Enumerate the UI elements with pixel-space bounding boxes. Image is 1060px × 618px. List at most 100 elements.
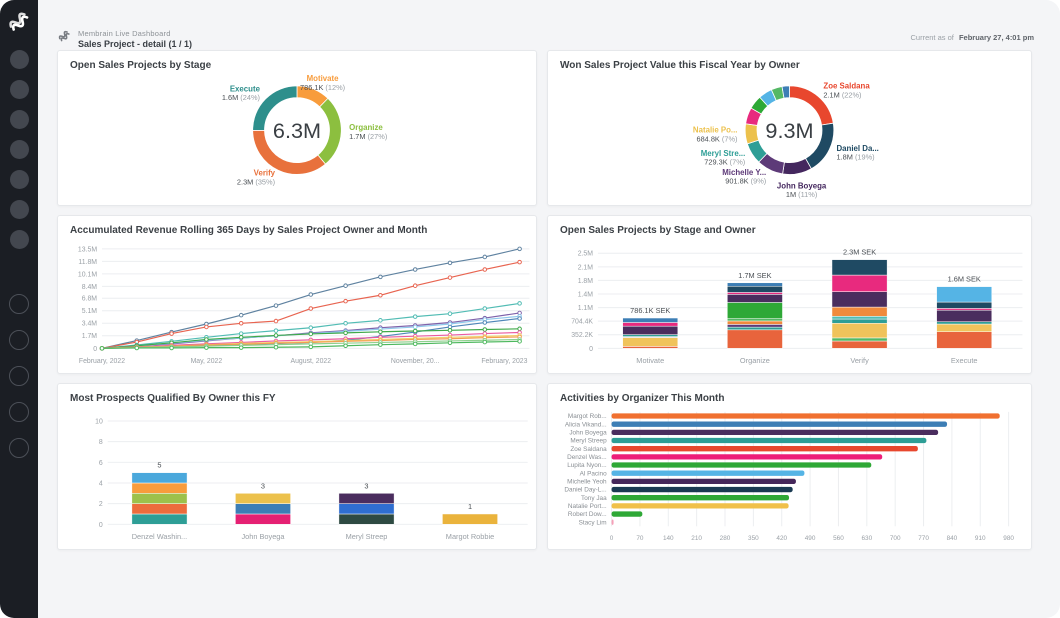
data-point[interactable] — [447, 311, 453, 316]
bar-segment[interactable] — [622, 325, 679, 335]
sidebar-nav-item-1[interactable] — [9, 49, 29, 69]
data-point[interactable] — [482, 267, 488, 272]
bar-segment[interactable] — [831, 337, 888, 342]
bar-segment[interactable] — [131, 493, 188, 504]
data-point[interactable] — [412, 341, 418, 347]
hbar-michelle-yeoh[interactable] — [611, 478, 796, 485]
membrain-logo-icon[interactable] — [0, 0, 38, 44]
data-point[interactable] — [204, 324, 209, 330]
bar-segment[interactable] — [831, 291, 888, 308]
bar-segment[interactable] — [936, 308, 993, 311]
bar-segment[interactable] — [831, 306, 888, 317]
data-point[interactable] — [238, 331, 244, 336]
data-point[interactable] — [517, 339, 522, 344]
data-point[interactable] — [343, 321, 348, 326]
donut-segment-john-boyega[interactable] — [782, 157, 812, 175]
sidebar-nav-item-5[interactable] — [9, 169, 29, 189]
bar-segment[interactable] — [338, 493, 395, 504]
data-point[interactable] — [517, 246, 522, 252]
hbar-alicia-vikand-[interactable] — [611, 421, 948, 427]
bar-segment[interactable] — [622, 322, 679, 327]
data-point[interactable] — [343, 283, 348, 288]
bar-segment[interactable] — [936, 331, 993, 349]
sidebar-nav-item-6[interactable] — [9, 199, 29, 219]
bar-segment[interactable] — [235, 513, 291, 525]
donut-segment-execute[interactable] — [252, 85, 298, 131]
bar-segment[interactable] — [338, 503, 395, 515]
data-point[interactable] — [412, 314, 418, 319]
bar-segment[interactable] — [622, 337, 679, 347]
data-point[interactable] — [169, 331, 174, 336]
bar-segment[interactable] — [831, 259, 888, 276]
data-point[interactable] — [378, 342, 383, 347]
data-point[interactable] — [238, 312, 244, 318]
data-point[interactable] — [482, 320, 488, 325]
stacked-bar-chart-most-prospects[interactable]: 10 8 6 4 2 0 5 Denzel Washin... 3 John Boyega 3 Mer… — [58, 407, 536, 546]
data-point[interactable] — [273, 303, 279, 308]
bar-segment[interactable] — [936, 323, 993, 332]
bar-segment[interactable] — [831, 274, 888, 292]
bar-segment[interactable] — [831, 340, 888, 349]
data-point[interactable] — [517, 326, 522, 332]
bar-segment[interactable] — [831, 318, 888, 324]
data-point[interactable] — [412, 283, 418, 288]
sidebar-nav-item-7[interactable] — [9, 229, 29, 249]
data-point[interactable] — [482, 339, 488, 345]
hbar-john-boyega[interactable] — [611, 429, 939, 436]
data-point[interactable] — [447, 260, 453, 266]
data-point[interactable] — [273, 318, 279, 324]
data-point[interactable] — [204, 337, 209, 342]
bar-segment[interactable] — [727, 294, 783, 303]
sidebar-nav-item-3[interactable] — [9, 109, 29, 129]
data-point[interactable] — [412, 328, 418, 334]
data-point[interactable] — [99, 346, 105, 351]
donut-segment-natalie-po-[interactable] — [744, 123, 760, 145]
sidebar-nav-outline-item-5[interactable] — [9, 438, 29, 458]
bar-segment[interactable] — [235, 503, 291, 515]
hbar-margot-rob-[interactable] — [611, 413, 1000, 419]
bar-segment[interactable] — [727, 282, 783, 287]
hbar-tony-jaa[interactable] — [611, 495, 790, 501]
bar-segment[interactable] — [727, 329, 783, 349]
hbar-chart-activities[interactable]: 0 70 140 210 280 350 420 490 560 630 700 770 840 910 9… — [548, 407, 1031, 546]
bar-segment[interactable] — [727, 326, 783, 331]
hbar-daniel-day-l-[interactable] — [611, 486, 793, 493]
bar-segment[interactable] — [727, 320, 783, 325]
bar-segment[interactable] — [727, 324, 783, 328]
hbar-natalie-port-[interactable] — [611, 503, 789, 509]
sidebar-nav-outline-item-2[interactable] — [9, 330, 29, 350]
bar-segment[interactable] — [831, 316, 888, 320]
data-point[interactable] — [238, 335, 244, 340]
data-point[interactable] — [238, 321, 244, 326]
bar-segment[interactable] — [622, 317, 679, 323]
data-point[interactable] — [482, 254, 488, 260]
data-point[interactable] — [517, 259, 522, 265]
data-point[interactable] — [517, 316, 522, 321]
bar-segment[interactable] — [727, 302, 783, 319]
line-chart-accumulated-revenue[interactable]: 13.5M 11.8M 10.1M 8.4M 6.8M 5.1M 3.4M 1.7M 0 Febr… — [58, 239, 536, 370]
bar-segment[interactable] — [727, 318, 783, 322]
data-point[interactable] — [273, 333, 279, 338]
data-point[interactable] — [447, 328, 453, 333]
sidebar-nav-outline-item-1[interactable] — [9, 294, 29, 314]
hbar-meryl-streep[interactable] — [611, 437, 927, 444]
data-point[interactable] — [273, 344, 279, 350]
hbar-al-pacino[interactable] — [611, 470, 805, 476]
bar-segment[interactable] — [622, 346, 679, 349]
bar-segment[interactable] — [338, 513, 395, 525]
sidebar-nav-outline-item-3[interactable] — [9, 366, 29, 386]
bar-segment[interactable] — [727, 286, 783, 293]
data-point[interactable] — [378, 293, 383, 298]
data-point[interactable] — [482, 306, 488, 311]
bar-segment[interactable] — [727, 292, 783, 295]
data-point[interactable] — [343, 343, 348, 349]
data-point[interactable] — [134, 345, 140, 351]
data-point[interactable] — [169, 345, 174, 351]
data-point[interactable] — [482, 327, 488, 332]
data-point[interactable] — [308, 331, 314, 337]
data-point[interactable] — [412, 324, 418, 330]
hbar-lupita-nyon-[interactable] — [611, 462, 872, 468]
hbar-zoe-saldana[interactable] — [611, 446, 918, 452]
